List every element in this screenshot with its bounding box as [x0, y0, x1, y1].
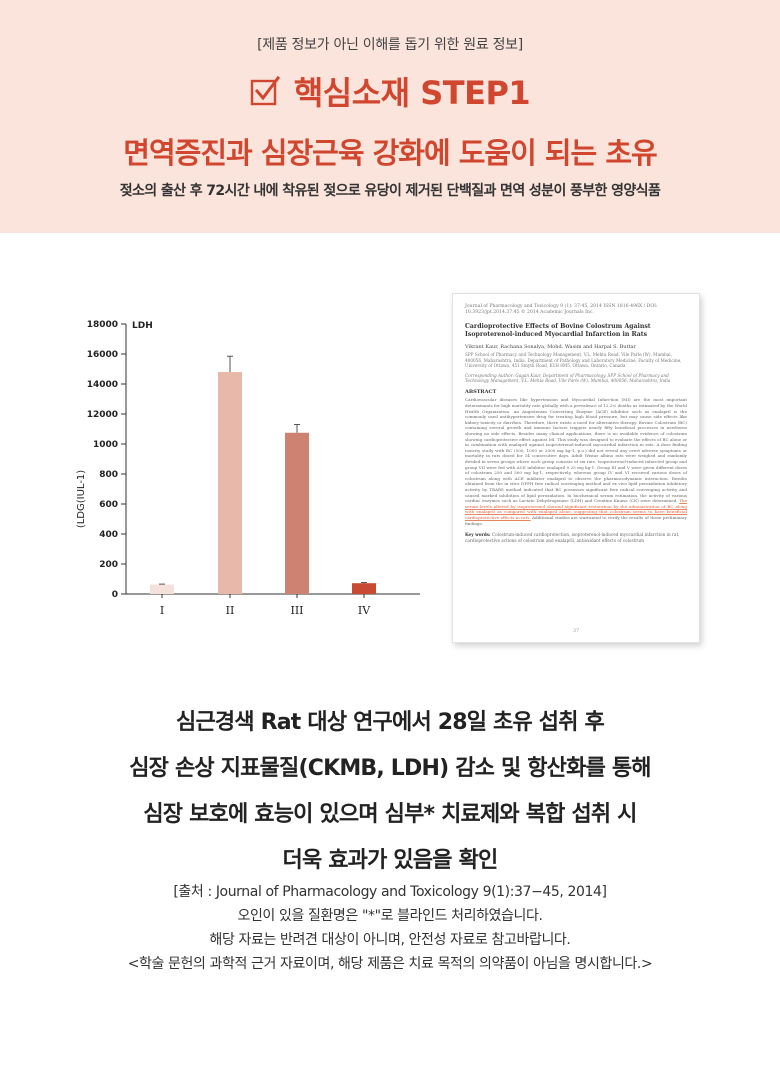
summary-line-1: 심근경색 Rat 대상 연구에서 28일 초유 섭취 후 [176, 710, 605, 735]
footer-disclaimer: <학술 문헌의 과학적 근거 자료이며, 해당 제품은 치료 목적의 의약품이 … [127, 956, 653, 972]
paper-abstract-text: Cardiovascular diseases like hypertensio… [465, 397, 687, 504]
footer-note-blind: 오인이 있을 질환명은 "*"로 블라인드 처리하였습니다. [237, 908, 543, 924]
summary-block: 심근경색 Rat 대상 연구에서 28일 초유 섭취 후 심장 손상 지표물질(… [0, 700, 780, 884]
paper-keywords-text: Colostrum-induced cardioprotection, isop… [465, 532, 680, 543]
x-tick-label: IV [358, 604, 371, 617]
paper-abstract-end: Additional studies are warranted to veri… [465, 514, 687, 526]
bar-I [150, 584, 174, 594]
x-tick-label: II [226, 604, 235, 617]
page-title: 면역증진과 심장근육 강화에 도움이 되는 초유 [123, 136, 657, 170]
paper-abstract: Cardiovascular diseases like hypertensio… [465, 397, 687, 526]
y-tick-label: 14000 [87, 380, 118, 390]
chart-svg: 0 200 400 600 800 1000 12000 14000 16000 18000 LDH… [76, 320, 420, 617]
header-banner: [제품 정보가 아닌 이해를 돕기 위한 원료 정보] 핵심소재 STEP1 면… [0, 0, 780, 233]
step-heading: 핵심소재 STEP1 [0, 68, 780, 114]
y-tick-label: 400 [99, 530, 118, 540]
y-tick-label: 200 [99, 560, 118, 570]
y-tick-label: 800 [99, 470, 118, 480]
y-axis-label: (LDG(IUL-1) [76, 470, 87, 528]
footer-note-safety: 해당 자료는 반려견 대상이 아니며, 안전성 자료로 참고바랍니다. [209, 932, 571, 948]
step-label: 핵심소재 STEP1 [293, 74, 531, 112]
footer-notes: [출처 : Journal of Pharmacology and Toxico… [0, 880, 780, 976]
y-tick-label: 600 [99, 500, 118, 510]
y-tick-label: 1000 [93, 440, 118, 450]
summary-line-4: 더욱 효과가 있음을 확인 [282, 848, 499, 873]
y-tick-label: 18000 [87, 320, 118, 330]
checkbox-icon [250, 76, 280, 106]
paper-abstract-heading: ABSTRACT [465, 389, 497, 396]
ldh-bar-chart: 0 200 400 600 800 1000 12000 14000 16000 18000 LDH… [70, 300, 430, 630]
paper-keywords-label: Key words: [465, 532, 491, 538]
bar-III [285, 432, 309, 594]
source-citation: [출처 : Journal of Pharmacology and Toxico… [173, 884, 607, 900]
paper-authors: Vikrant Kaur, Rachana Sonalya, Mohd. Was… [465, 344, 636, 350]
paper-affiliation: SPP School of Pharmacy and Technology Ma… [465, 352, 682, 369]
chart-title: LDH [132, 321, 153, 331]
info-note: [제품 정보가 아닌 이해를 돕기 위한 원료 정보] [257, 37, 523, 53]
research-paper-thumbnail: Journal of Pharmacology and Toxicology 9… [452, 293, 700, 643]
paper-keywords: Key words: Colostrum-induced cardioprote… [465, 532, 687, 543]
page-subtitle: 젖소의 출산 후 72시간 내에 착유된 젖으로 유당이 제거된 단백질과 면역… [119, 183, 661, 199]
x-tick-label: III [290, 604, 303, 617]
summary-line-3: 심장 보호에 효능이 있으며 심부* 치료제와 복합 섭취 시 [143, 802, 637, 827]
paper-meta: Journal of Pharmacology and Toxicology 9… [465, 304, 658, 315]
paper-abstract-highlight: The serum levels altered by isoprotereno… [465, 498, 687, 520]
y-tick-label: 16000 [87, 350, 118, 360]
paper-corresponding: Corresponding Author: Gagan Kaur, Depart… [465, 372, 671, 384]
summary-line-2: 심장 손상 지표물질(CKMB, LDH) 감소 및 항산화를 통해 [129, 756, 651, 781]
paper-page-number: 37 [572, 628, 580, 634]
x-tick-label: I [160, 604, 164, 617]
bar-IV [352, 583, 376, 594]
paper-title: Cardioprotective Effects of Bovine Colos… [465, 323, 651, 338]
y-tick-label: 12000 [87, 410, 118, 420]
bar-II [218, 372, 242, 594]
y-tick-label: 0 [112, 590, 118, 600]
